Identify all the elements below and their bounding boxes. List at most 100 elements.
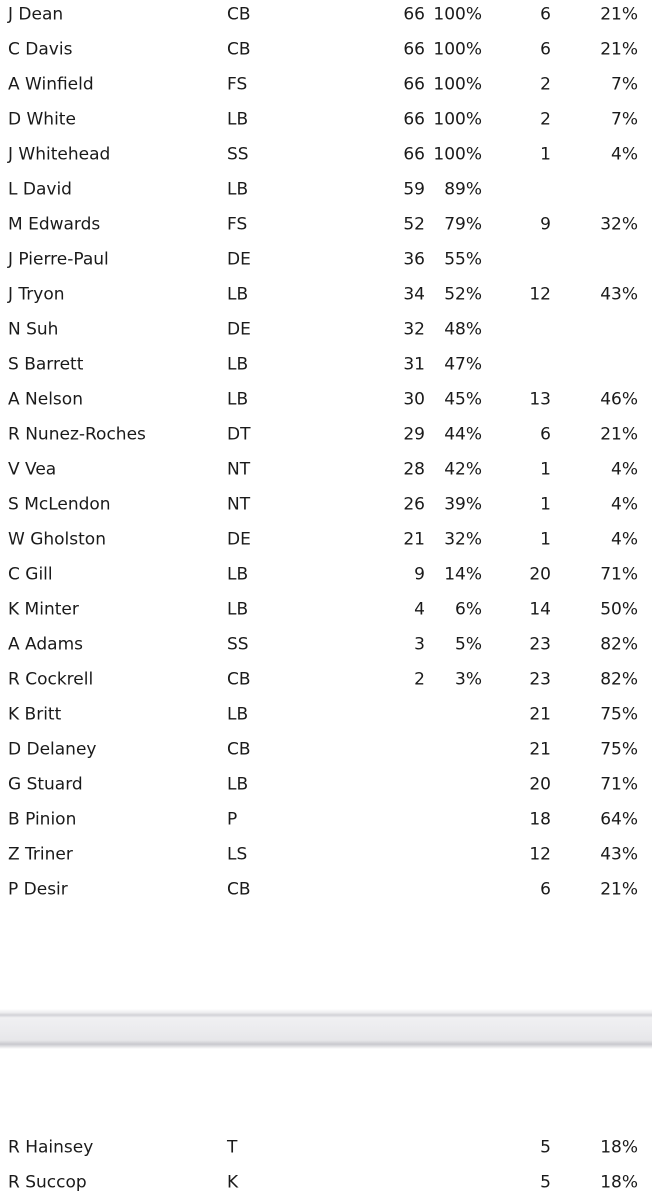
snap-count: 32 xyxy=(403,319,425,339)
player-position: LB xyxy=(227,774,249,794)
table-row[interactable]: C Davis CB 66 100% 6 21% xyxy=(0,32,652,67)
snap-count: 36 xyxy=(403,249,425,269)
player-name: G Stuard xyxy=(8,774,83,794)
player-position: LB xyxy=(227,564,249,584)
st-snap-count: 12 xyxy=(529,284,551,304)
player-name: C Gill xyxy=(8,564,53,584)
table-row[interactable]: A Winfield FS 66 100% 2 7% xyxy=(0,67,652,102)
table-row[interactable]: B Pinion P 18 64% xyxy=(0,802,652,837)
st-snap-count: 18 xyxy=(529,809,551,829)
snap-count: 66 xyxy=(403,39,425,59)
st-snap-pct: 4% xyxy=(611,459,638,479)
defense-snap-table: J Dean CB 66 100% 6 21% C Davis CB 66 10… xyxy=(0,0,652,907)
st-snap-count: 6 xyxy=(540,39,551,59)
player-position: CB xyxy=(227,39,251,59)
snap-pct: 89% xyxy=(444,179,482,199)
player-position: DE xyxy=(227,529,251,549)
player-position: FS xyxy=(227,74,248,94)
snap-pct: 6% xyxy=(455,599,482,619)
player-position: NT xyxy=(227,494,251,514)
snap-pct: 100% xyxy=(433,4,482,24)
snap-pct: 32% xyxy=(444,529,482,549)
snap-count: 59 xyxy=(403,179,425,199)
player-name: R Nunez-Roches xyxy=(8,424,146,444)
table-row[interactable]: J Pierre-Paul DE 36 55% xyxy=(0,242,652,277)
player-name: A Adams xyxy=(8,634,83,654)
player-name: D Delaney xyxy=(8,739,97,759)
player-name: J Whitehead xyxy=(8,144,111,164)
special-teams-snap-table: R Hainsey T 5 18% R Succop K 5 18% xyxy=(0,1130,652,1200)
table-row[interactable]: M Edwards FS 52 79% 9 32% xyxy=(0,207,652,242)
snap-count: 66 xyxy=(403,144,425,164)
table-row[interactable]: S Barrett LB 31 47% xyxy=(0,347,652,382)
snap-pct: 79% xyxy=(444,214,482,234)
st-snap-count: 12 xyxy=(529,844,551,864)
player-name: A Nelson xyxy=(8,389,83,409)
st-snap-pct: 71% xyxy=(600,564,638,584)
snap-count: 2 xyxy=(414,669,425,689)
table-row[interactable]: K Britt LB 21 75% xyxy=(0,697,652,732)
player-position: LS xyxy=(227,844,248,864)
st-snap-count: 9 xyxy=(540,214,551,234)
table-row[interactable]: R Succop K 5 18% xyxy=(0,1165,652,1200)
snap-pct: 45% xyxy=(444,389,482,409)
table-row[interactable]: P Desir CB 6 21% xyxy=(0,872,652,907)
player-position: T xyxy=(227,1137,238,1157)
st-snap-pct: 21% xyxy=(600,879,638,899)
table-row[interactable]: J Dean CB 66 100% 6 21% xyxy=(0,0,652,32)
table-row[interactable]: D Delaney CB 21 75% xyxy=(0,732,652,767)
table-row[interactable]: Z Triner LS 12 43% xyxy=(0,837,652,872)
st-snap-pct: 43% xyxy=(600,284,638,304)
player-position: DE xyxy=(227,319,251,339)
player-name: K Minter xyxy=(8,599,79,619)
table-row[interactable]: N Suh DE 32 48% xyxy=(0,312,652,347)
st-snap-pct: 7% xyxy=(611,109,638,129)
st-snap-count: 23 xyxy=(529,634,551,654)
st-snap-count: 23 xyxy=(529,669,551,689)
table-row[interactable]: A Adams SS 3 5% 23 82% xyxy=(0,627,652,662)
table-row[interactable]: D White LB 66 100% 2 7% xyxy=(0,102,652,137)
table-row[interactable]: R Nunez-Roches DT 29 44% 6 21% xyxy=(0,417,652,452)
st-snap-pct: 4% xyxy=(611,529,638,549)
snap-count: 29 xyxy=(403,424,425,444)
table-row[interactable]: A Nelson LB 30 45% 13 46% xyxy=(0,382,652,417)
st-snap-pct: 18% xyxy=(600,1172,638,1192)
table-row[interactable]: L David LB 59 89% xyxy=(0,172,652,207)
snap-pct: 100% xyxy=(433,74,482,94)
table-row[interactable]: W Gholston DE 21 32% 1 4% xyxy=(0,522,652,557)
table-row[interactable]: J Tryon LB 34 52% 12 43% xyxy=(0,277,652,312)
player-position: LB xyxy=(227,599,249,619)
snap-count: 66 xyxy=(403,109,425,129)
player-position: K xyxy=(227,1172,239,1192)
snap-pct: 14% xyxy=(444,564,482,584)
table-row[interactable]: K Minter LB 4 6% 14 50% xyxy=(0,592,652,627)
table-row[interactable]: J Whitehead SS 66 100% 1 4% xyxy=(0,137,652,172)
table-row[interactable]: C Gill LB 9 14% 20 71% xyxy=(0,557,652,592)
player-name: M Edwards xyxy=(8,214,101,234)
player-name: B Pinion xyxy=(8,809,77,829)
player-position: DE xyxy=(227,249,251,269)
player-name: L David xyxy=(8,179,72,199)
table-row[interactable]: S McLendon NT 26 39% 1 4% xyxy=(0,487,652,522)
snap-count: 28 xyxy=(403,459,425,479)
table-row[interactable]: R Cockrell CB 2 3% 23 82% xyxy=(0,662,652,697)
player-position: P xyxy=(227,809,238,829)
player-position: LB xyxy=(227,354,249,374)
snap-pct: 39% xyxy=(444,494,482,514)
table-row[interactable]: R Hainsey T 5 18% xyxy=(0,1130,652,1165)
st-snap-count: 21 xyxy=(529,704,551,724)
player-name: R Hainsey xyxy=(8,1137,94,1157)
player-name: J Pierre-Paul xyxy=(8,249,109,269)
st-snap-pct: 50% xyxy=(600,599,638,619)
table-row[interactable]: G Stuard LB 20 71% xyxy=(0,767,652,802)
st-snap-count: 5 xyxy=(540,1137,551,1157)
snap-count: 31 xyxy=(403,354,425,374)
st-snap-count: 20 xyxy=(529,564,551,584)
player-position: LB xyxy=(227,109,249,129)
snap-pct: 42% xyxy=(444,459,482,479)
st-snap-count: 13 xyxy=(529,389,551,409)
player-position: LB xyxy=(227,179,249,199)
table-row[interactable]: V Vea NT 28 42% 1 4% xyxy=(0,452,652,487)
st-snap-pct: 21% xyxy=(600,4,638,24)
player-position: CB xyxy=(227,669,251,689)
